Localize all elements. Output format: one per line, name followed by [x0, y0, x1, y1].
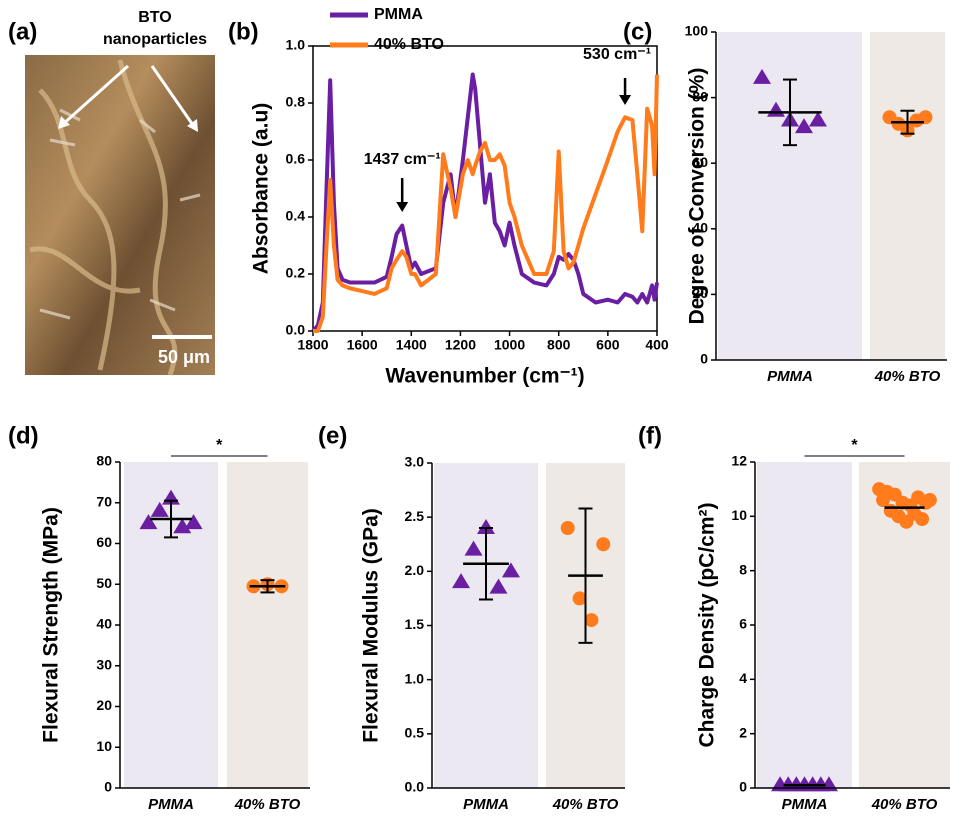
panel-label: (b) — [228, 18, 259, 45]
point — [915, 512, 929, 526]
y-tick-label: 4 — [739, 670, 747, 686]
y-tick-label: 0.5 — [405, 725, 425, 741]
x-tick-label: 600 — [596, 337, 620, 353]
y-tick-label: 2.0 — [405, 562, 425, 578]
panel-label: (d) — [8, 422, 39, 449]
annotation: 530 cm⁻¹ — [583, 46, 651, 63]
x-tick-label: 1600 — [347, 337, 378, 353]
y-tick-label: 1.5 — [405, 616, 425, 632]
x-tick-label: PMMA — [463, 796, 509, 813]
arrowhead — [619, 95, 631, 105]
annotation: nanoparticles — [103, 31, 207, 48]
y-tick-label: 3.0 — [405, 454, 425, 470]
category-background — [859, 462, 950, 788]
y-tick-label: 1.0 — [405, 670, 425, 686]
x-axis-title: Wavenumber (cm⁻¹) — [385, 365, 584, 388]
y-tick-label: 2.5 — [405, 508, 425, 524]
image-panel: (a) BTO nanoparticles 50 μm — [8, 9, 215, 375]
y-tick-label: 12 — [731, 453, 747, 469]
x-tick-label: 40% BTO — [234, 796, 301, 813]
x-tick-label: 400 — [645, 337, 669, 353]
y-tick-label: 60 — [692, 154, 708, 170]
y-tick-label: 50 — [96, 575, 112, 591]
x-tick-label: 1000 — [494, 337, 525, 353]
y-tick-label: 0 — [104, 779, 112, 795]
point — [573, 591, 587, 605]
y-tick-label: 100 — [685, 23, 709, 39]
legend-label: 40% BTO — [374, 36, 444, 53]
panel-label: (f) — [638, 422, 662, 449]
y-tick-label: 8 — [739, 561, 747, 577]
significance-label: * — [851, 437, 858, 454]
y-tick-label: 0.4 — [286, 208, 306, 224]
y-tick-label: 0 — [700, 351, 708, 367]
category-background — [757, 462, 852, 788]
x-tick-label: PMMA — [767, 368, 813, 385]
y-tick-label: 30 — [96, 656, 112, 672]
y-tick-label: 60 — [96, 534, 112, 550]
point — [923, 493, 937, 507]
y-tick-label: 0.6 — [286, 151, 306, 167]
x-tick-label: 1800 — [297, 337, 328, 353]
y-tick-label: 70 — [96, 493, 112, 509]
y-tick-label: 80 — [96, 453, 112, 469]
y-axis-title: Charge Density (pC/cm²) — [696, 502, 719, 747]
point — [596, 537, 610, 551]
x-tick-label: 1400 — [396, 337, 427, 353]
category-background — [870, 32, 945, 360]
y-tick-label: 1.0 — [286, 37, 306, 53]
point — [561, 521, 575, 535]
y-tick-label: 6 — [739, 616, 747, 632]
y-tick-label: 0.8 — [286, 94, 306, 110]
annotation: 1437 cm⁻¹ — [364, 151, 441, 168]
annotation: BTO — [138, 9, 171, 26]
panel-label: (c) — [623, 18, 652, 45]
x-tick-label: PMMA — [148, 796, 194, 813]
y-tick-label: 10 — [96, 738, 112, 754]
y-tick-label: 0 — [739, 779, 747, 795]
y-tick-label: 20 — [96, 697, 112, 713]
scale-bar-label: 50 μm — [158, 347, 210, 367]
y-tick-label: 10 — [731, 507, 747, 523]
y-tick-label: 20 — [692, 285, 708, 301]
significance-label: * — [216, 437, 223, 454]
panel-label: (e) — [318, 422, 347, 449]
y-axis-title: Absorbance (a.u) — [250, 103, 273, 275]
x-tick-label: 40% BTO — [552, 796, 619, 813]
x-tick-label: 800 — [547, 337, 571, 353]
y-axis-title: Flexural Strength (MPa) — [40, 507, 63, 743]
y-tick-label: 2 — [739, 724, 747, 740]
legend-label: PMMA — [374, 6, 423, 23]
category-background — [227, 462, 308, 788]
y-tick-label: 0.0 — [286, 322, 306, 338]
y-tick-label: 0.2 — [286, 265, 306, 281]
y-tick-label: 0.0 — [405, 779, 425, 795]
point — [584, 613, 598, 627]
y-tick-label: 80 — [692, 88, 708, 104]
x-tick-label: 40% BTO — [871, 796, 938, 813]
y-axis-title: Flexural Modulus (GPa) — [360, 508, 383, 743]
y-tick-label: 40 — [692, 220, 708, 236]
y-tick-label: 40 — [96, 616, 112, 632]
x-tick-label: 1200 — [445, 337, 476, 353]
panel-label: (a) — [8, 18, 37, 45]
arrowhead — [396, 202, 408, 212]
micrograph — [25, 55, 215, 375]
x-tick-label: 40% BTO — [874, 368, 941, 385]
category-background — [434, 463, 538, 788]
x-tick-label: PMMA — [782, 796, 828, 813]
figure: (a) BTO nanoparticles 50 μm (b) Absorbanc… — [0, 0, 964, 816]
